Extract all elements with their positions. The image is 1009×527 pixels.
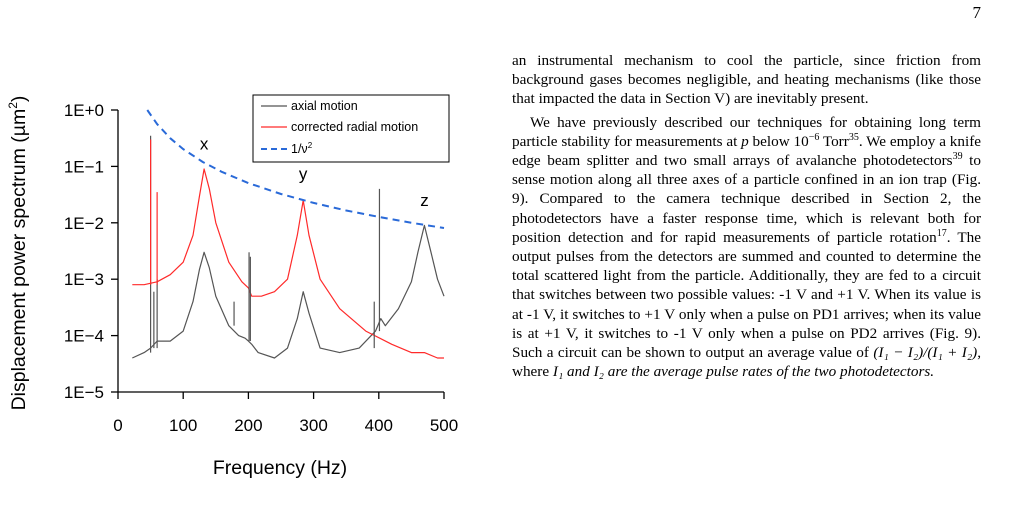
y-tick-label: 1E−5 xyxy=(64,383,104,402)
text-run: . The output pulses from the detectors a… xyxy=(512,228,981,362)
exponent: −6 xyxy=(808,131,820,143)
y-axis-label-exponent: 2 xyxy=(6,102,20,109)
peak-annotations: x y z xyxy=(200,134,429,209)
body-text: an instrumental mechanism to cool the pa… xyxy=(512,51,981,381)
y-axis-label: Displacement power spectrum (µm2) xyxy=(6,96,30,411)
y-tick-label: 1E+0 xyxy=(64,101,104,120)
x-tick-label: 100 xyxy=(169,416,197,435)
svg-text:Displacement power spectrum (µ: Displacement power spectrum (µm2) xyxy=(6,96,30,411)
x-axis-label: Frequency (Hz) xyxy=(213,457,347,479)
y-axis-label-suffix: ) xyxy=(8,96,30,103)
plot-series xyxy=(132,109,445,359)
text-run: Torr xyxy=(819,132,849,150)
y-axis-label-text: Displacement power spectrum (µm xyxy=(8,109,30,411)
peak-label: z xyxy=(420,191,429,210)
citation-39: 39 xyxy=(952,151,963,163)
text-run: I₁ and I₂ are the average pulse rates of… xyxy=(552,363,935,381)
paragraph: an instrumental mechanism to cool the pa… xyxy=(512,52,981,108)
pressure-symbol: p xyxy=(741,132,749,150)
paragraph: We have previously described our techniq… xyxy=(512,113,981,382)
x-tick-label: 400 xyxy=(365,416,393,435)
y-tick-label: 1E−1 xyxy=(64,157,104,176)
series-line-1 xyxy=(132,168,444,359)
x-tick-label: 0 xyxy=(113,416,122,435)
y-tick-label: 1E−4 xyxy=(64,327,104,346)
text-run: below 10 xyxy=(748,132,809,150)
peak-label: y xyxy=(299,165,308,184)
peak-label: x xyxy=(200,134,209,153)
legend-label-fit-exponent: 2 xyxy=(308,141,313,150)
plot-axes: 1E+0 1E−1 1E−2 1E−3 1E−4 1E−5 0 100 200 300 400 500 xyxy=(64,101,458,435)
y-tick-label: 1E−3 xyxy=(64,270,104,289)
series-line-2 xyxy=(146,109,445,229)
text-run: We have previously described our techniq… xyxy=(512,113,981,150)
formula: (I₁ − I₂)/(I₁ + I₂) xyxy=(873,344,978,362)
text-run: to sense motion along all three axes of … xyxy=(512,152,981,246)
legend-label-radial: corrected radial motion xyxy=(291,120,418,134)
text-run: , where xyxy=(512,344,981,381)
power-spectrum-figure: Displacement power spectrum (µm2) Freque… xyxy=(6,94,458,479)
page-number: 7 xyxy=(972,3,982,22)
legend-label-axial: axial motion xyxy=(291,99,358,113)
series-line-0 xyxy=(132,224,445,359)
text-run: . We employ a knife edge beam splitter a… xyxy=(512,132,981,170)
legend-label-fit: 1/ν2 xyxy=(291,141,313,156)
x-tick-label: 500 xyxy=(430,416,458,435)
citation-17: 17 xyxy=(936,227,947,239)
y-tick-label: 1E−2 xyxy=(64,214,104,233)
legend: axial motion corrected radial motion 1/ν… xyxy=(252,94,450,163)
x-tick-label: 200 xyxy=(234,416,262,435)
citation-35: 35 xyxy=(848,131,859,143)
legend-label-fit-text: 1/ν xyxy=(291,142,308,156)
x-tick-label: 300 xyxy=(299,416,327,435)
